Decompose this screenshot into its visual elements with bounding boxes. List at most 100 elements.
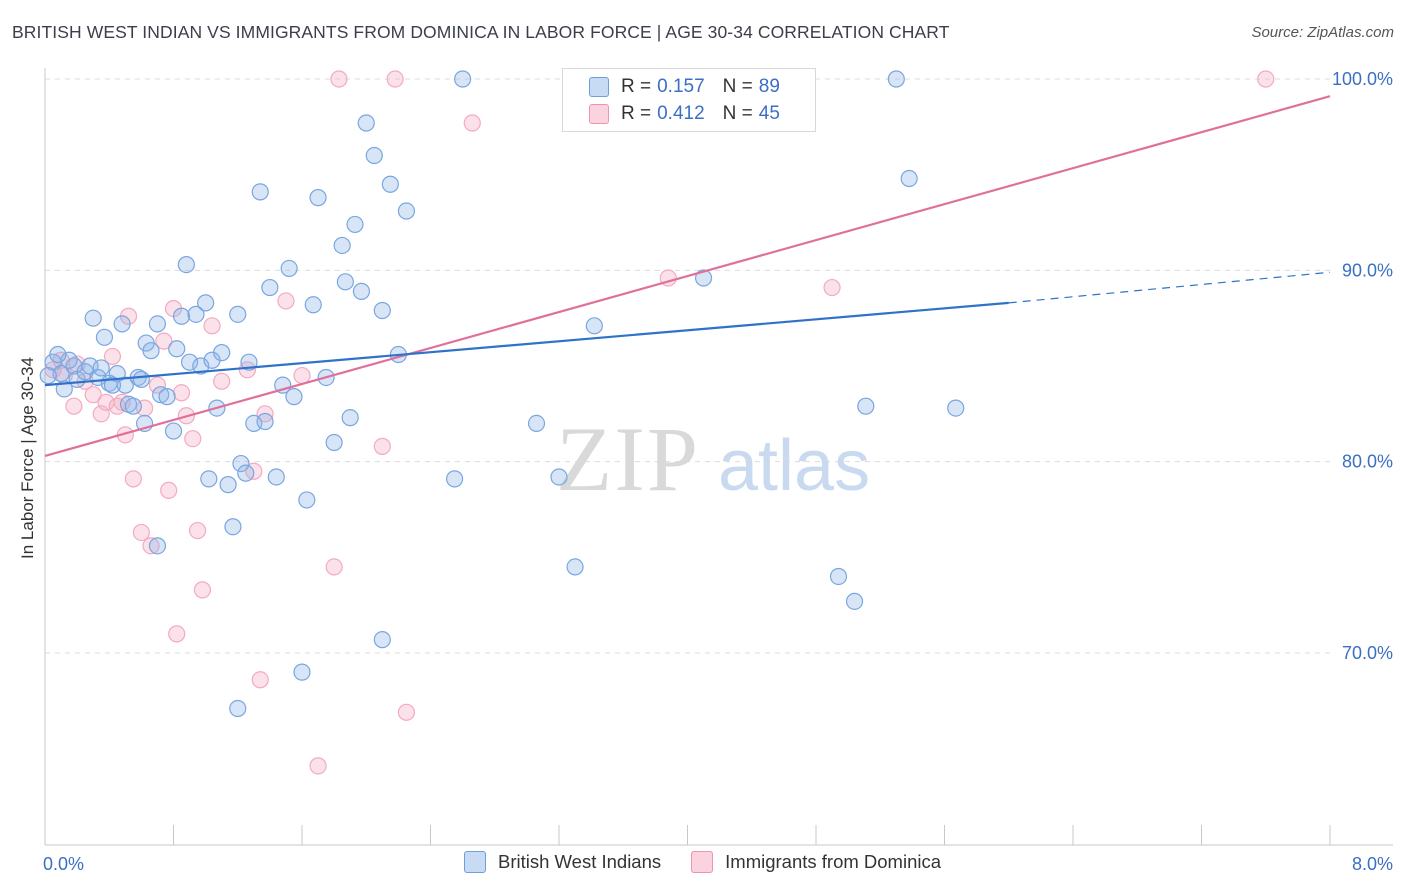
data-point-british-west-indian — [333, 236, 351, 255]
data-point-british-west-indian — [900, 169, 918, 188]
legend-n-label: N = — [722, 76, 753, 97]
data-point-dominica — [188, 521, 207, 540]
data-point-british-west-indian — [373, 631, 391, 649]
legend-row-series2: R = 0.412 N = 45 — [589, 102, 780, 126]
data-point-british-west-indian — [304, 296, 322, 314]
data-point-british-west-indian — [168, 340, 186, 358]
trend-line-british-west-indians — [44, 301, 1009, 387]
series-british-west-indians — [39, 70, 965, 718]
data-point-british-west-indian — [55, 380, 73, 398]
legend-item-british-west-indians: British West Indians — [464, 851, 661, 873]
data-point-british-west-indian — [341, 409, 359, 427]
data-point-british-west-indian — [829, 567, 848, 586]
data-point-british-west-indian — [172, 307, 191, 325]
axes — [44, 68, 1393, 846]
y-tick-label: 100.0% — [1332, 69, 1393, 89]
watermark-zip: ZIP — [556, 408, 700, 510]
data-point-british-west-indian — [95, 328, 114, 346]
source-label: Source: ZipAtlas.com — [1251, 24, 1394, 41]
data-point-british-west-indian — [365, 146, 383, 165]
data-point-british-west-indian — [197, 294, 215, 312]
data-point-british-west-indian — [152, 386, 170, 404]
legend-swatch-pink — [589, 104, 609, 124]
data-point-dominica — [113, 393, 131, 411]
data-point-british-west-indian — [261, 278, 279, 297]
data-point-british-west-indian — [887, 70, 905, 88]
trend-lines — [44, 95, 1331, 457]
legend-swatch-blue — [464, 851, 486, 873]
data-point-british-west-indian — [293, 663, 311, 681]
data-point-british-west-indian — [397, 202, 416, 220]
y-tick-label: 90.0% — [1342, 260, 1393, 280]
data-point-british-west-indian — [285, 388, 303, 406]
data-point-british-west-indian — [224, 518, 242, 536]
data-point-dominica — [1257, 70, 1275, 88]
data-point-british-west-indian — [92, 359, 110, 377]
y-tick-label: 80.0% — [1342, 452, 1393, 472]
data-point-british-west-indian — [947, 399, 965, 417]
data-point-british-west-indian — [280, 259, 298, 278]
data-point-british-west-indian — [229, 305, 247, 323]
legend-n-value: 45 — [758, 103, 780, 124]
data-point-dominica — [103, 347, 122, 366]
data-point-british-west-indian — [132, 370, 150, 388]
data-point-british-west-indian — [232, 454, 250, 473]
data-point-dominica — [168, 625, 186, 643]
data-point-british-west-indian — [585, 317, 603, 335]
data-point-dominica — [65, 397, 83, 415]
legend-label-immigrants-from-dominica: Immigrants from Dominica — [725, 851, 942, 872]
data-point-british-west-indian — [550, 468, 568, 486]
data-point-british-west-indian — [187, 305, 205, 323]
data-point-british-west-indian — [445, 470, 464, 488]
data-point-british-west-indian — [256, 412, 274, 431]
data-point-british-west-indian — [177, 255, 195, 274]
data-point-british-west-indian — [857, 397, 875, 415]
data-point-british-west-indian — [267, 468, 285, 486]
data-point-dominica — [386, 70, 404, 88]
data-point-dominica — [397, 703, 416, 721]
data-point-british-west-indian — [381, 175, 399, 193]
legend-r-value: 0.157 — [657, 76, 705, 97]
legend-row-series1: R = 0.157 N = 89 — [589, 75, 780, 99]
data-point-dominica — [823, 278, 841, 297]
data-point-dominica — [124, 470, 142, 488]
data-point-british-west-indian — [346, 215, 364, 234]
legend-swatch-blue — [589, 77, 609, 97]
data-point-dominica — [277, 292, 295, 310]
data-point-british-west-indian — [49, 345, 67, 364]
data-point-british-west-indian — [148, 315, 167, 333]
data-point-british-west-indian — [39, 366, 57, 385]
data-point-dominica — [251, 671, 269, 689]
data-point-british-west-indian — [566, 558, 584, 576]
data-point-british-west-indian — [229, 699, 247, 718]
legend-r-label: R = — [621, 103, 652, 124]
x-tick-label: 8.0% — [1352, 854, 1393, 874]
y-tick-label: 70.0% — [1342, 643, 1393, 663]
tick-labels: 70.0% 80.0% 90.0% 100.0% 0.0% 8.0% — [43, 69, 1393, 874]
legend-n-value: 89 — [758, 76, 780, 97]
data-point-dominica — [309, 757, 327, 775]
data-point-british-west-indian — [113, 315, 131, 333]
data-point-british-west-indian — [309, 189, 327, 207]
data-point-dominica — [213, 372, 231, 390]
data-point-dominica — [325, 558, 343, 576]
data-point-dominica — [184, 430, 202, 448]
y-axis-title: In Labor Force | Age 30-34 — [18, 357, 37, 559]
data-point-dominica — [160, 481, 178, 499]
correlation-legend: R = 0.157 N = 89 R = 0.412 N = 45 — [562, 68, 816, 132]
data-point-dominica — [293, 366, 311, 385]
data-point-british-west-indian — [116, 376, 134, 394]
data-point-british-west-indian — [237, 464, 255, 482]
gridlines — [45, 78, 1330, 654]
data-point-british-west-indian — [694, 269, 713, 287]
data-point-dominica — [203, 317, 221, 335]
trend-line-british-west-indians-extension — [1008, 271, 1331, 304]
data-point-british-west-indian — [200, 470, 218, 488]
legend-r-label: R = — [621, 76, 652, 97]
series-legend: British West Indians Immigrants from Dom… — [464, 851, 971, 873]
legend-label-british-west-indians: British West Indians — [498, 851, 662, 872]
data-point-british-west-indian — [103, 376, 122, 394]
data-point-british-west-indian — [142, 342, 160, 360]
chart-title: BRITISH WEST INDIAN VS IMMIGRANTS FROM D… — [12, 22, 950, 42]
